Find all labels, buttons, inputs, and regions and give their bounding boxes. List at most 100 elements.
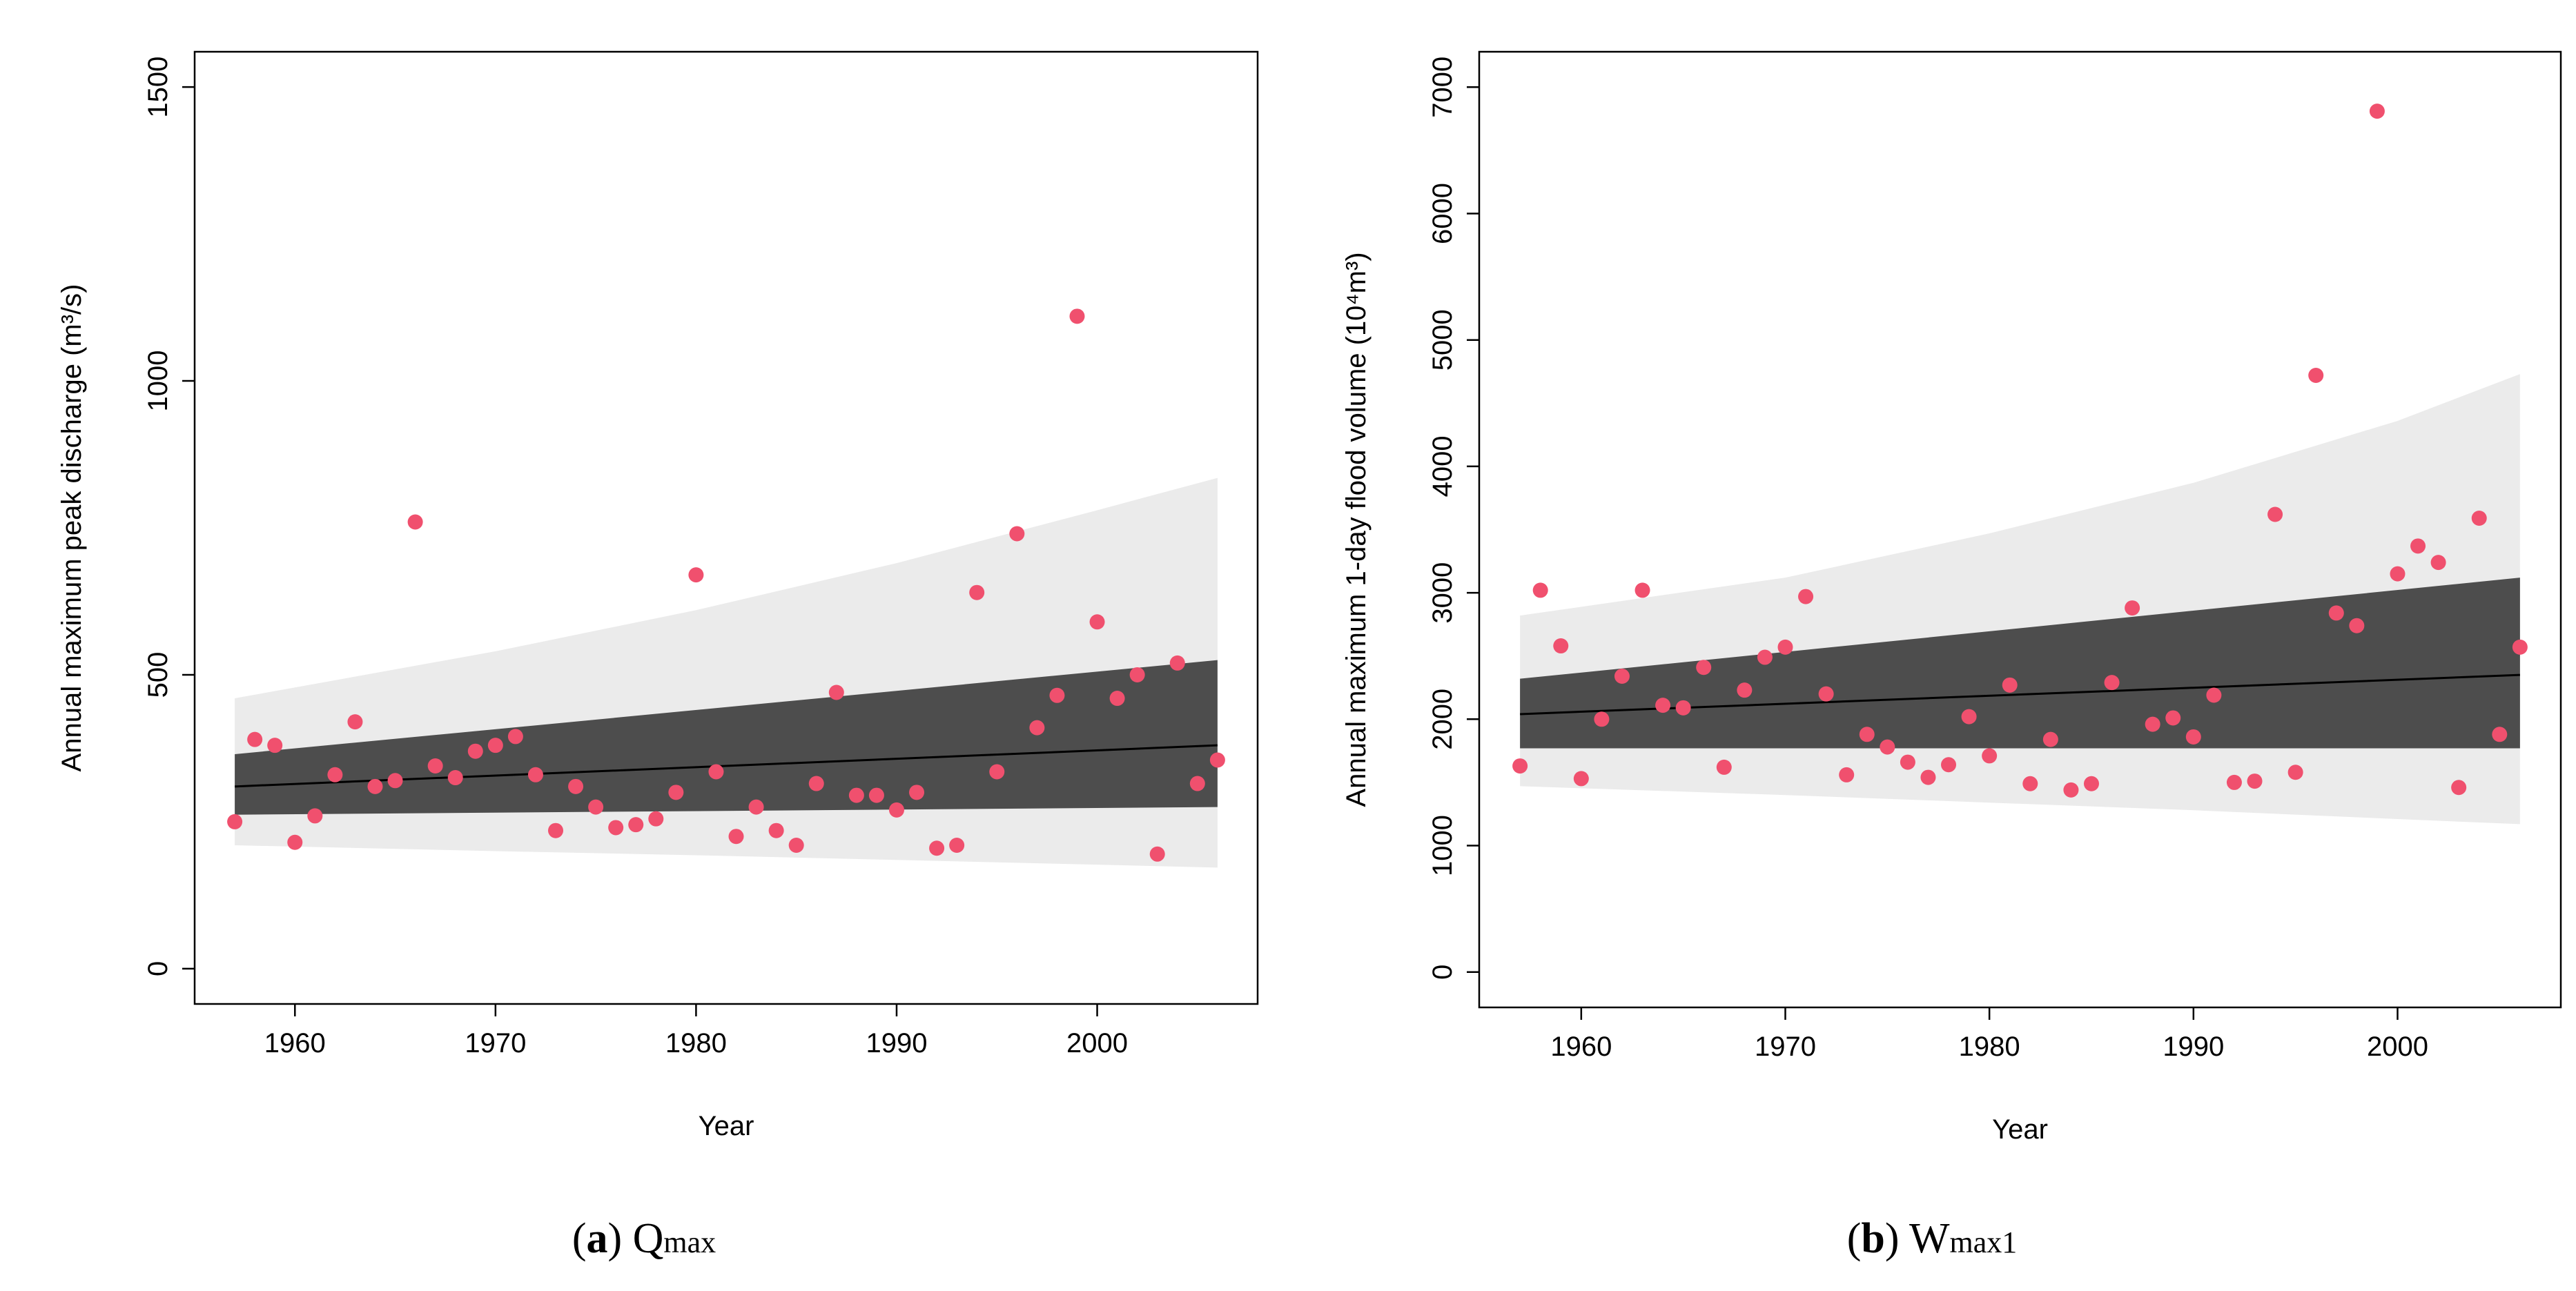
- data-point: [2125, 600, 2140, 616]
- data-point: [1675, 700, 1691, 716]
- data-point: [327, 767, 343, 782]
- data-point: [868, 787, 884, 803]
- x-axis-title: Year: [699, 1111, 754, 1141]
- data-point: [808, 776, 824, 791]
- data-point: [1009, 526, 1025, 542]
- data-point: [1982, 748, 1998, 764]
- data-point: [1880, 739, 1895, 755]
- x-tick-label: 1960: [264, 1028, 326, 1058]
- data-point: [1777, 639, 1793, 655]
- data-point: [507, 729, 523, 745]
- data-point: [1839, 767, 1855, 782]
- data-point: [688, 567, 704, 583]
- caption-label: a: [586, 1215, 608, 1262]
- y-tick-label: 0: [143, 961, 173, 976]
- data-point: [888, 802, 904, 818]
- chart-panel-a: 1960 1970 1980 1990 2000 0 500 1000 1500 Year An…: [57, 50, 1259, 1262]
- data-point: [1069, 308, 1085, 324]
- data-point: [2002, 677, 2018, 693]
- caption-a: (a) Qmax: [572, 1215, 716, 1262]
- caption-symbol: Q: [632, 1215, 664, 1262]
- x-axis-title: Year: [1992, 1114, 2048, 1145]
- data-point: [1696, 660, 1712, 676]
- data-point: [2492, 727, 2508, 742]
- x-tick-label: 2000: [2367, 1032, 2428, 1062]
- data-point: [848, 787, 864, 803]
- caption-label: b: [1861, 1215, 1885, 1262]
- data-point: [588, 799, 604, 815]
- data-point: [1716, 759, 1732, 775]
- data-point: [668, 785, 684, 800]
- data-point: [2083, 776, 2099, 791]
- data-point: [2206, 687, 2222, 703]
- data-point: [287, 834, 303, 850]
- data-point: [2430, 555, 2446, 571]
- data-point: [568, 778, 584, 794]
- data-point: [1573, 771, 1589, 787]
- x-tick-label: 1990: [2163, 1032, 2224, 1062]
- data-point: [1614, 669, 1630, 684]
- data-point: [648, 811, 664, 827]
- data-point: [1859, 727, 1875, 742]
- y-tick-label: 1500: [143, 57, 173, 118]
- caption-symbol: W: [1909, 1215, 1950, 1262]
- y-tick-label: 3000: [1427, 562, 1458, 624]
- x-tick-label: 1970: [465, 1028, 526, 1058]
- data-point: [1189, 776, 1205, 791]
- data-point: [1655, 698, 1671, 713]
- data-point: [708, 764, 724, 780]
- x-tick-label: 1980: [665, 1028, 727, 1058]
- data-point: [1149, 846, 1165, 862]
- inner-confidence-band: [1520, 578, 2520, 749]
- data-point: [1737, 682, 1753, 698]
- plot-area: 1960 1970 1980 1990 2000 0 500 1000 1500: [143, 50, 1259, 1058]
- data-point: [1920, 769, 1936, 785]
- data-point: [828, 684, 844, 700]
- caption-b: (b) Wmax1: [1846, 1215, 2018, 1262]
- data-point: [2247, 773, 2263, 789]
- data-point: [1029, 720, 1045, 736]
- data-point: [2308, 367, 2324, 383]
- x-tick-label: 2000: [1066, 1028, 1128, 1058]
- data-point: [2042, 731, 2058, 747]
- caption-subscript: max: [663, 1225, 716, 1259]
- data-point: [1169, 655, 1185, 671]
- data-point: [548, 822, 564, 838]
- data-point: [1900, 754, 1915, 770]
- data-point: [788, 838, 804, 853]
- data-point: [628, 817, 644, 833]
- data-point: [267, 738, 283, 753]
- data-point: [2185, 729, 2201, 745]
- data-point: [989, 764, 1005, 780]
- data-point: [2226, 774, 2242, 790]
- data-point: [1961, 709, 1977, 725]
- chart-panel-b: 1960 1970 1980 1990 2000 0 1000 2000 3000 4000 500…: [1288, 0, 2576, 1291]
- data-point: [447, 770, 463, 786]
- x-tick-label: 1960: [1550, 1032, 1612, 1062]
- data-point: [2512, 639, 2528, 655]
- x-tick-label: 1970: [1755, 1032, 1816, 1062]
- data-point: [969, 584, 985, 600]
- data-point: [367, 778, 383, 794]
- data-point: [2022, 776, 2038, 791]
- data-point: [1109, 691, 1125, 707]
- data-point: [1209, 752, 1225, 768]
- data-point: [407, 514, 423, 530]
- data-point: [2145, 716, 2160, 732]
- data-point: [1941, 757, 1957, 773]
- data-point: [227, 814, 243, 829]
- data-point: [467, 743, 483, 759]
- peak-discharge-chart: 1960 1970 1980 1990 2000 0 500 1000 1500 Year An…: [57, 50, 1259, 1141]
- y-tick-label: 500: [143, 652, 173, 698]
- data-point: [2390, 566, 2406, 582]
- data-point: [1818, 686, 1834, 702]
- data-point: [728, 829, 744, 845]
- data-point: [387, 773, 403, 789]
- y-tick-label: 1000: [143, 351, 173, 412]
- data-point: [247, 731, 263, 747]
- data-point: [527, 767, 543, 782]
- x-tick-label: 1980: [1959, 1032, 2020, 1062]
- data-point: [487, 738, 503, 753]
- y-axis-title: Annual maximum peak discharge (m³/s): [57, 284, 87, 772]
- data-point: [768, 822, 784, 838]
